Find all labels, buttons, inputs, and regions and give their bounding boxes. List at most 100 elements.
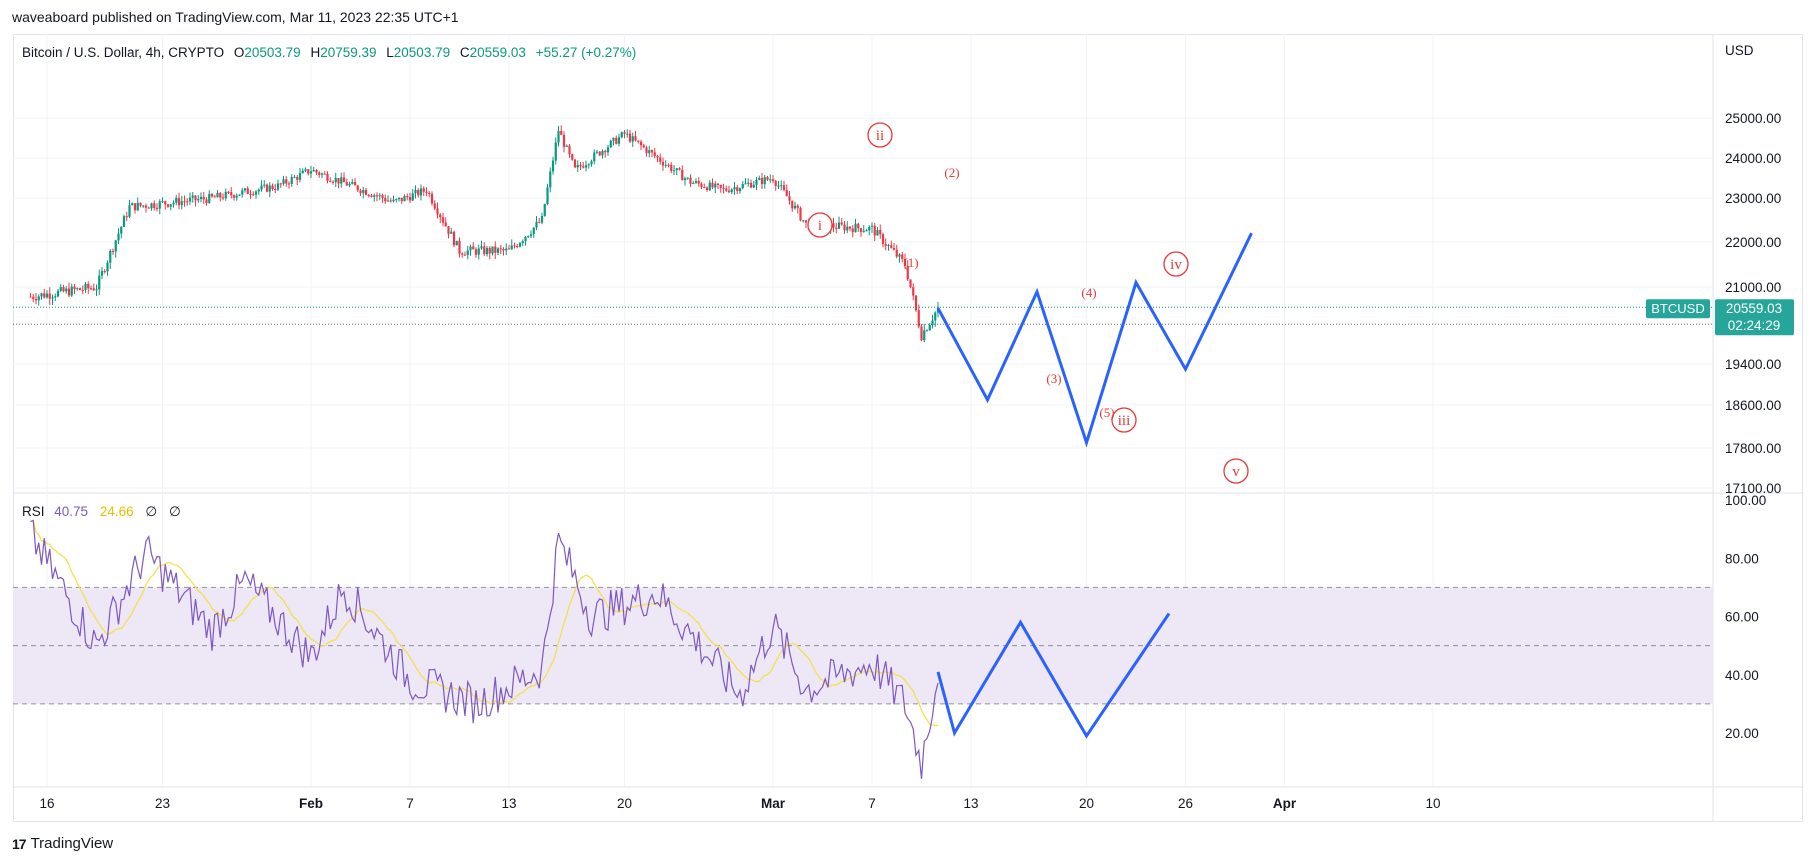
- candle-body: [285, 179, 288, 184]
- candle-body: [34, 298, 38, 301]
- close-label: C: [459, 45, 470, 60]
- candle-body: [584, 165, 588, 168]
- open-value: 20503.79: [244, 45, 301, 60]
- candle-body: [626, 133, 629, 135]
- candle-body: [502, 248, 505, 251]
- candle-body: [540, 216, 544, 223]
- candle-body: [67, 288, 71, 296]
- candle-body: [208, 193, 211, 203]
- candle-body: [865, 230, 868, 232]
- candle-body: [507, 248, 511, 250]
- candle-body: [364, 189, 368, 195]
- candle-body: [268, 185, 271, 192]
- candle-body: [40, 293, 43, 297]
- rsi-projection-zigzag: [936, 612, 1171, 739]
- candle-body: [337, 178, 340, 184]
- low-value: 20503.79: [393, 45, 451, 60]
- candle-body: [197, 198, 200, 201]
- symbol-legend[interactable]: Bitcoin / U.S. Dollar, 4h, CRYPTO O20503…: [22, 45, 642, 60]
- candle-body: [777, 185, 780, 187]
- wave-label-circle: [1223, 458, 1249, 484]
- candle-body: [263, 184, 266, 186]
- date-tick-label: 13: [501, 796, 516, 811]
- tradingview-logo[interactable]: 17 TradingView: [12, 835, 113, 852]
- candle-body: [705, 187, 709, 191]
- candle-body: [920, 326, 923, 341]
- candle-body: [381, 195, 384, 199]
- candle-body: [780, 185, 783, 187]
- candle-body: [598, 151, 601, 156]
- candle-body: [353, 182, 357, 186]
- candle-body: [290, 177, 293, 184]
- date-tick-label: 16: [39, 796, 54, 811]
- candle-body: [683, 178, 687, 181]
- publisher-line: waveaboard published on TradingView.com,…: [12, 9, 459, 25]
- candle-body: [513, 245, 516, 247]
- candle-body: [906, 265, 909, 280]
- candle-body: [642, 145, 645, 148]
- rsi-tick-label: 80.00: [1725, 551, 1759, 566]
- candle-body: [348, 183, 351, 186]
- candle-body: [694, 180, 698, 183]
- rsi-tick-label: 100.00: [1725, 493, 1766, 508]
- candle-body: [912, 287, 915, 296]
- candle-body: [716, 183, 720, 186]
- candle-body: [131, 203, 134, 206]
- candle-body: [799, 207, 802, 221]
- candle-body: [747, 182, 750, 184]
- close-value: 20559.03: [469, 45, 526, 60]
- candle-body: [395, 199, 398, 201]
- candle-body: [546, 187, 549, 205]
- price-tick-label: 23000.00: [1725, 191, 1781, 206]
- candle-body: [499, 248, 502, 250]
- candle-body: [397, 197, 401, 200]
- candle-body: [191, 195, 194, 198]
- candle-body: [342, 177, 346, 183]
- candle-body: [205, 199, 208, 203]
- candle-body: [749, 182, 753, 188]
- candle-body: [444, 222, 447, 227]
- candle-body: [216, 192, 219, 198]
- candle-body: [326, 173, 329, 181]
- candle-body: [232, 195, 236, 198]
- candle-body: [373, 195, 376, 197]
- candle-body: [529, 234, 533, 236]
- candle-body: [230, 192, 233, 196]
- candle-body: [439, 214, 442, 218]
- candle-body: [298, 173, 302, 180]
- rsi-tick-label: 20.00: [1725, 726, 1759, 741]
- candle-body: [623, 132, 626, 134]
- candle-body: [837, 222, 841, 229]
- candle-body: [851, 228, 854, 233]
- candle-body: [573, 159, 577, 168]
- candle-body: [769, 179, 772, 181]
- candle-body: [177, 197, 181, 206]
- rsi-name: RSI: [22, 504, 45, 519]
- candle-body: [249, 193, 252, 195]
- date-axis: 16 23 Feb 7 13 20 Mar 7 13 20 26 Apr 10: [39, 796, 1440, 811]
- rsi-legend[interactable]: RSI 40.75 24.66 ∅ ∅: [22, 504, 189, 520]
- candle-body: [895, 249, 898, 257]
- candle-body: [760, 177, 764, 185]
- wave-label-text: iv: [1170, 257, 1182, 273]
- candle-body: [425, 191, 428, 193]
- tradingview-mark-icon: 17: [12, 835, 27, 852]
- candle-body: [210, 193, 214, 197]
- price-tag-bg: [1715, 299, 1794, 336]
- candle-body: [252, 194, 255, 196]
- candle-body: [554, 142, 557, 161]
- candle-body: [601, 150, 604, 156]
- candle-body: [884, 244, 887, 246]
- candle-body: [172, 202, 175, 205]
- candle-body: [491, 246, 494, 254]
- candle-body: [56, 290, 60, 297]
- price-pane: [13, 125, 1713, 448]
- candle-body: [846, 226, 849, 231]
- candle-body: [340, 177, 343, 184]
- candle-body: [472, 246, 475, 250]
- candle-body: [744, 183, 747, 185]
- candle-body: [213, 196, 216, 198]
- change-value: +55.27 (+0.27%): [535, 45, 637, 60]
- rsi-value: 40.75: [54, 504, 89, 519]
